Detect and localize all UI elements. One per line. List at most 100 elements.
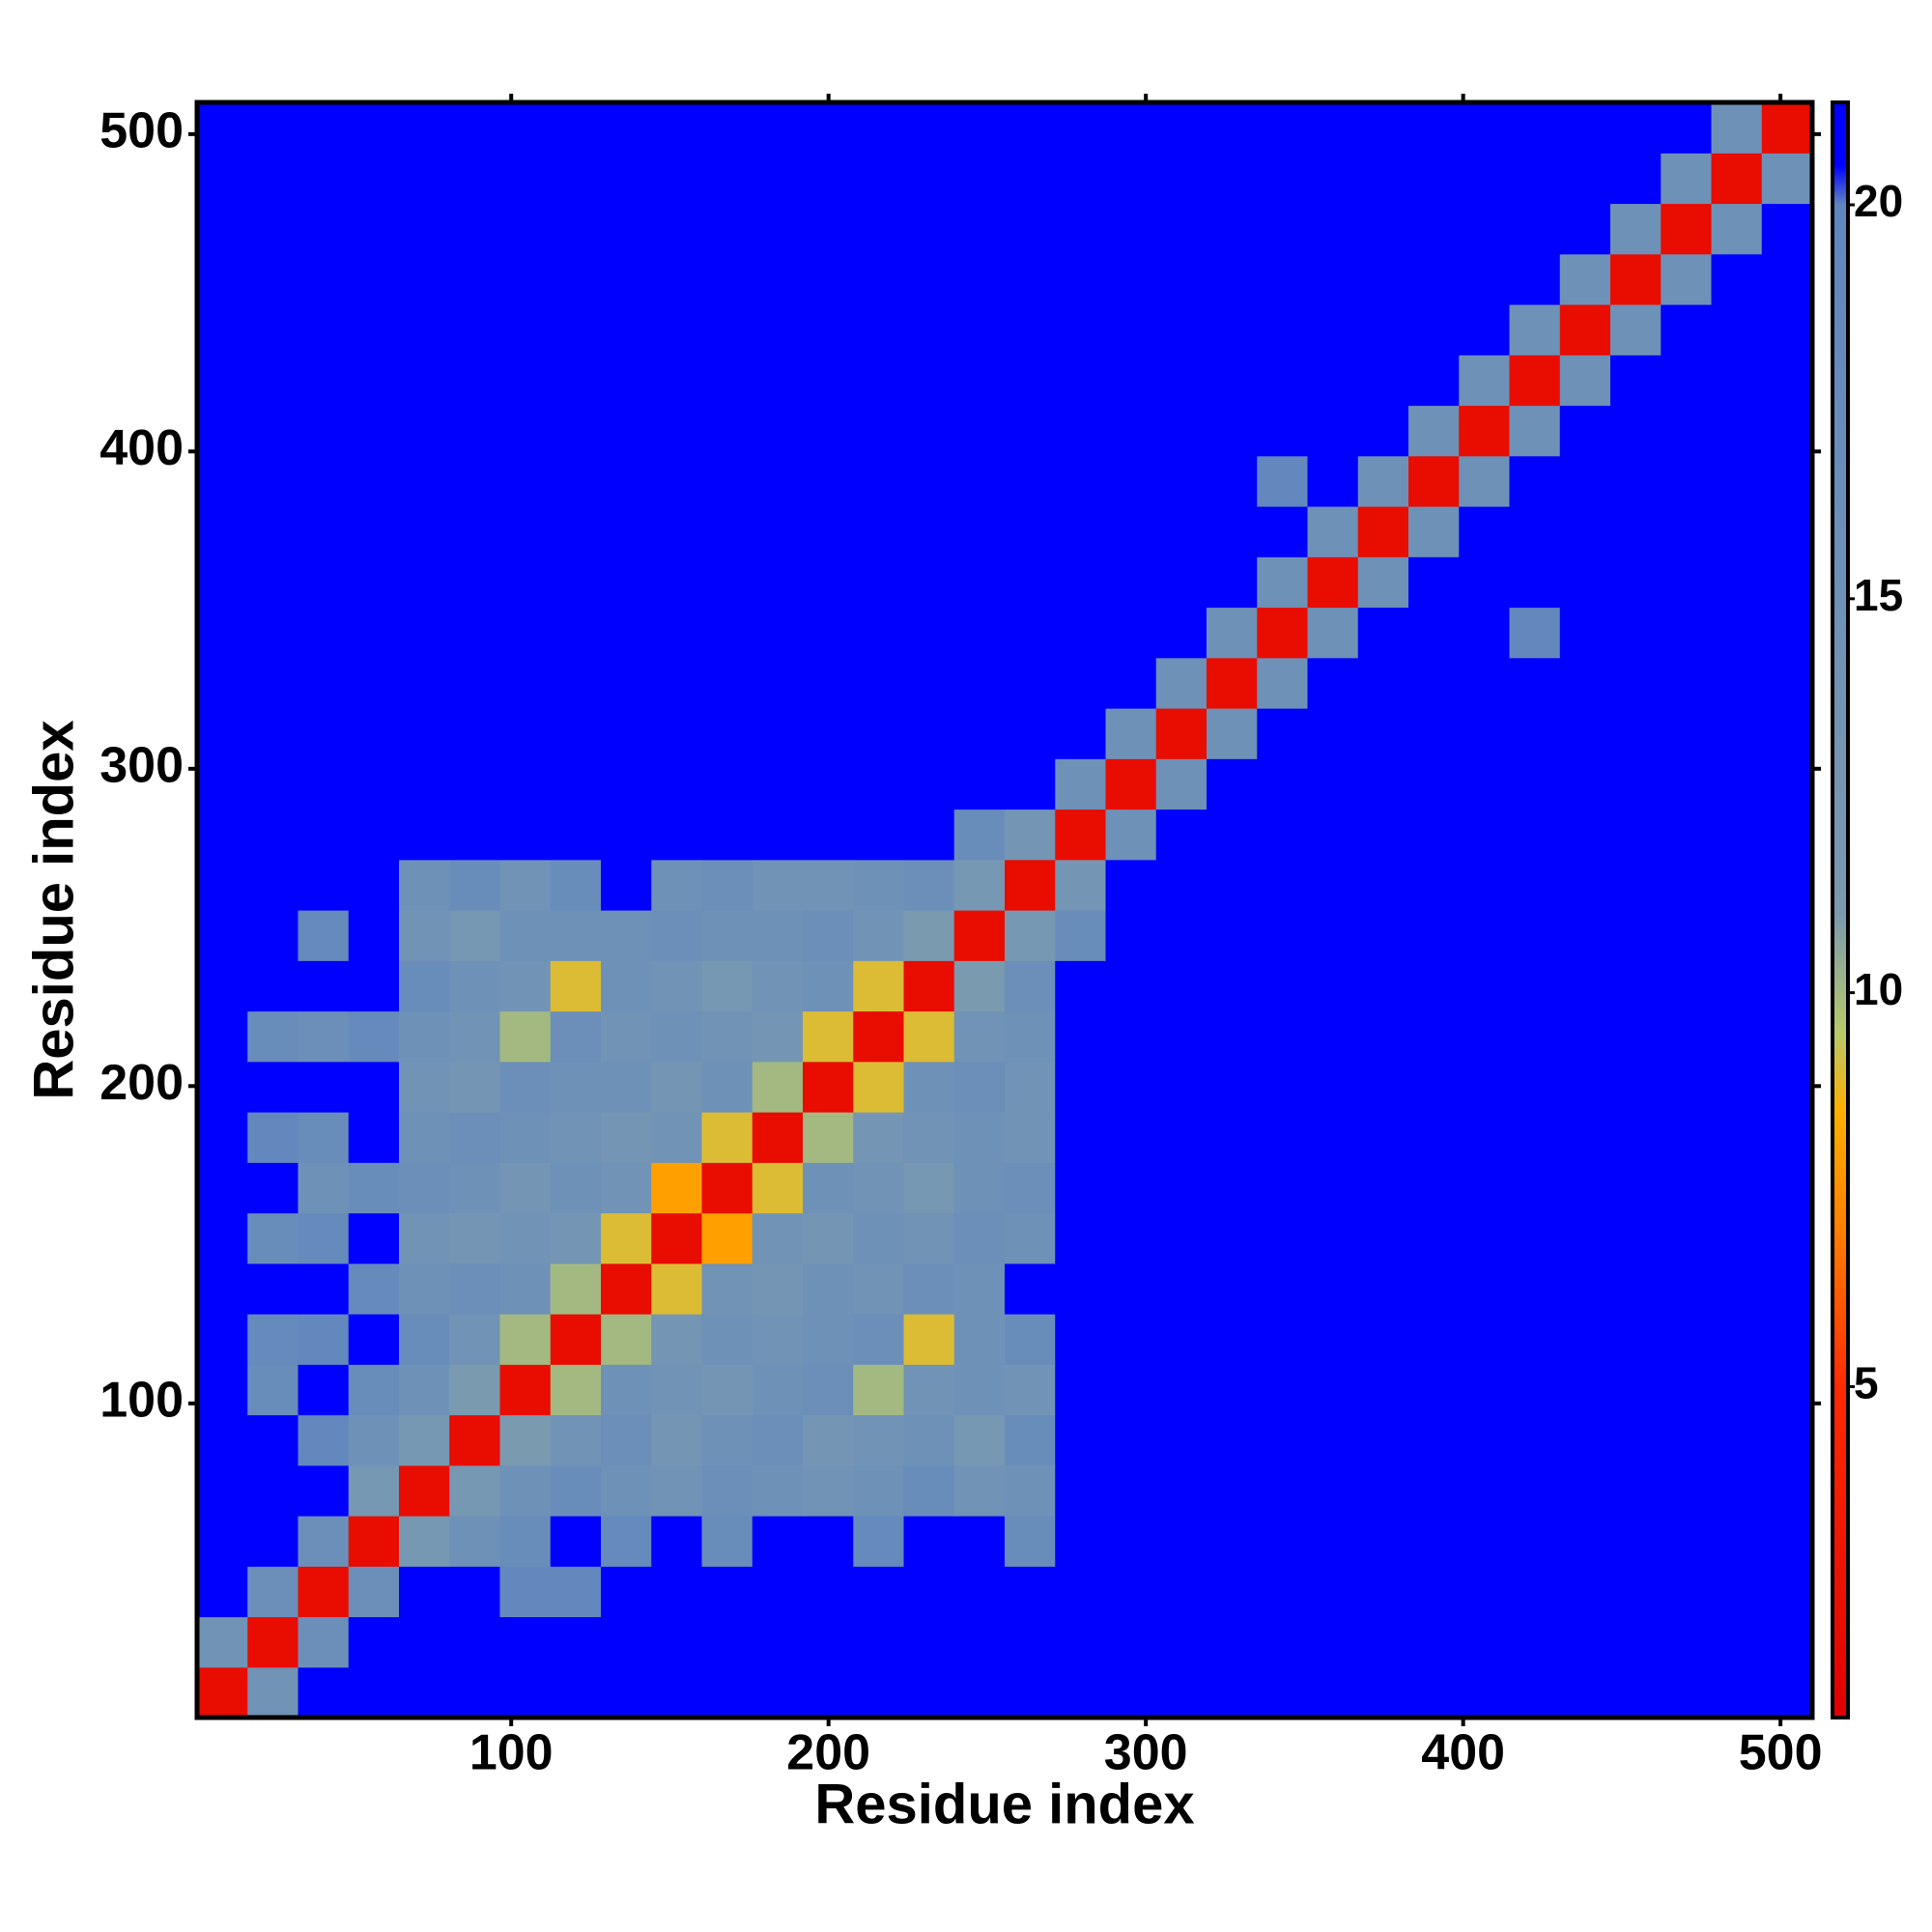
heatmap-cell (1055, 859, 1107, 911)
heatmap-cell (1711, 960, 1763, 1012)
heatmap-cell (298, 1464, 350, 1517)
heatmap-cell (1105, 506, 1157, 557)
heatmap-cell (803, 607, 854, 659)
heatmap-cell (1257, 607, 1309, 659)
heatmap-cell (1509, 355, 1561, 407)
heatmap-cell (953, 506, 1006, 557)
heatmap-cell (1005, 1112, 1056, 1163)
heatmap-cell (651, 102, 703, 154)
heatmap-cell (1610, 1263, 1662, 1315)
heatmap-cell (1408, 102, 1460, 154)
heatmap-cell (853, 657, 905, 709)
heatmap-cell (752, 708, 804, 759)
heatmap-cell (1155, 1666, 1208, 1719)
heatmap-cell (1357, 1616, 1409, 1668)
heatmap-cell (1307, 203, 1359, 255)
heatmap-cell (752, 1566, 804, 1618)
heatmap-cell (1257, 1162, 1309, 1214)
heatmap-cell (701, 1516, 753, 1567)
heatmap-cell (348, 960, 400, 1012)
heatmap-cell (601, 506, 652, 557)
heatmap-cell (1761, 657, 1813, 709)
heatmap-cell (1257, 1464, 1309, 1517)
heatmap-cell (449, 1616, 501, 1668)
heatmap-cell (803, 1112, 854, 1163)
heatmap-cell (903, 253, 955, 305)
heatmap-cell (1711, 1414, 1763, 1466)
heatmap-cell (499, 304, 552, 355)
heatmap-cell (803, 253, 854, 305)
heatmap-cell (1155, 556, 1208, 609)
heatmap-cell (1055, 102, 1107, 154)
heatmap-cell (1559, 758, 1611, 810)
heatmap-cell (298, 253, 350, 305)
heatmap-cell (1408, 1010, 1460, 1063)
heatmap-cell (1357, 1314, 1409, 1365)
heatmap-cell (1357, 253, 1409, 305)
heatmap-cell (550, 1616, 602, 1668)
colorbar-tick-label: 20 (1854, 176, 1903, 226)
heatmap-cell (298, 960, 350, 1012)
heatmap-cell (348, 153, 400, 205)
heatmap-cell (1459, 1162, 1511, 1214)
heatmap-cell (1509, 405, 1561, 457)
heatmap-cell (701, 910, 753, 961)
heatmap-cell (449, 960, 501, 1012)
heatmap-cell (399, 1666, 450, 1719)
heatmap-cell (399, 355, 450, 407)
heatmap-cell (601, 960, 652, 1012)
heatmap-cell (1559, 1263, 1611, 1315)
heatmap-cell (953, 1112, 1006, 1163)
heatmap-cell (247, 1212, 299, 1264)
heatmap-cell (953, 1061, 1006, 1113)
heatmap-cell (399, 1212, 450, 1264)
heatmap-cell (1005, 607, 1056, 659)
heatmap-cell (449, 203, 501, 255)
heatmap-cell (1105, 758, 1157, 810)
heatmap-cell (1559, 203, 1611, 255)
heatmap-cell (803, 1616, 854, 1668)
heatmap-cell (348, 1464, 400, 1517)
heatmap-cell (1661, 809, 1713, 861)
heatmap-cell (197, 153, 248, 205)
heatmap-cell (1559, 859, 1611, 911)
heatmap-cell (499, 1314, 552, 1365)
heatmap-cell (1357, 1212, 1409, 1264)
heatmap-cell (903, 1212, 955, 1264)
heatmap-cell (550, 1162, 602, 1214)
heatmap-cell (1307, 1616, 1359, 1668)
heatmap-cell (1459, 556, 1511, 609)
heatmap-cell (1357, 708, 1409, 759)
heatmap-cell (1459, 1112, 1511, 1163)
heatmap-cell (1661, 1616, 1713, 1668)
heatmap-cell (348, 355, 400, 407)
heatmap-cell (1509, 455, 1561, 507)
heatmap-cell (1761, 708, 1813, 759)
heatmap-cell (1408, 556, 1460, 609)
heatmap-cell (1307, 910, 1359, 961)
heatmap-cell (1559, 1566, 1611, 1618)
heatmap-cell (1005, 1010, 1056, 1063)
heatmap-cell (1105, 960, 1157, 1012)
heatmap-cell (247, 1516, 299, 1567)
heatmap-cell (449, 758, 501, 810)
heatmap-cell (651, 455, 703, 507)
heatmap-cell (1357, 1464, 1409, 1517)
heatmap-cell (197, 506, 248, 557)
heatmap-cell (601, 1010, 652, 1063)
heatmap-cell (1761, 1212, 1813, 1264)
colorbar-tick-label: 15 (1854, 570, 1903, 620)
heatmap-cell (953, 253, 1006, 305)
heatmap-cell (853, 102, 905, 154)
heatmap-cell (701, 607, 753, 659)
heatmap-cell (1105, 355, 1157, 407)
heatmap-cell (247, 1616, 299, 1668)
heatmap-cell (1509, 809, 1561, 861)
heatmap-cell (1509, 1162, 1561, 1214)
heatmap-cell (1257, 657, 1309, 709)
heatmap-cell (1207, 1414, 1258, 1466)
heatmap-cell (1610, 1464, 1662, 1517)
heatmap-cell (1155, 455, 1208, 507)
heatmap-cell (803, 405, 854, 457)
heatmap-cell (1207, 960, 1258, 1012)
